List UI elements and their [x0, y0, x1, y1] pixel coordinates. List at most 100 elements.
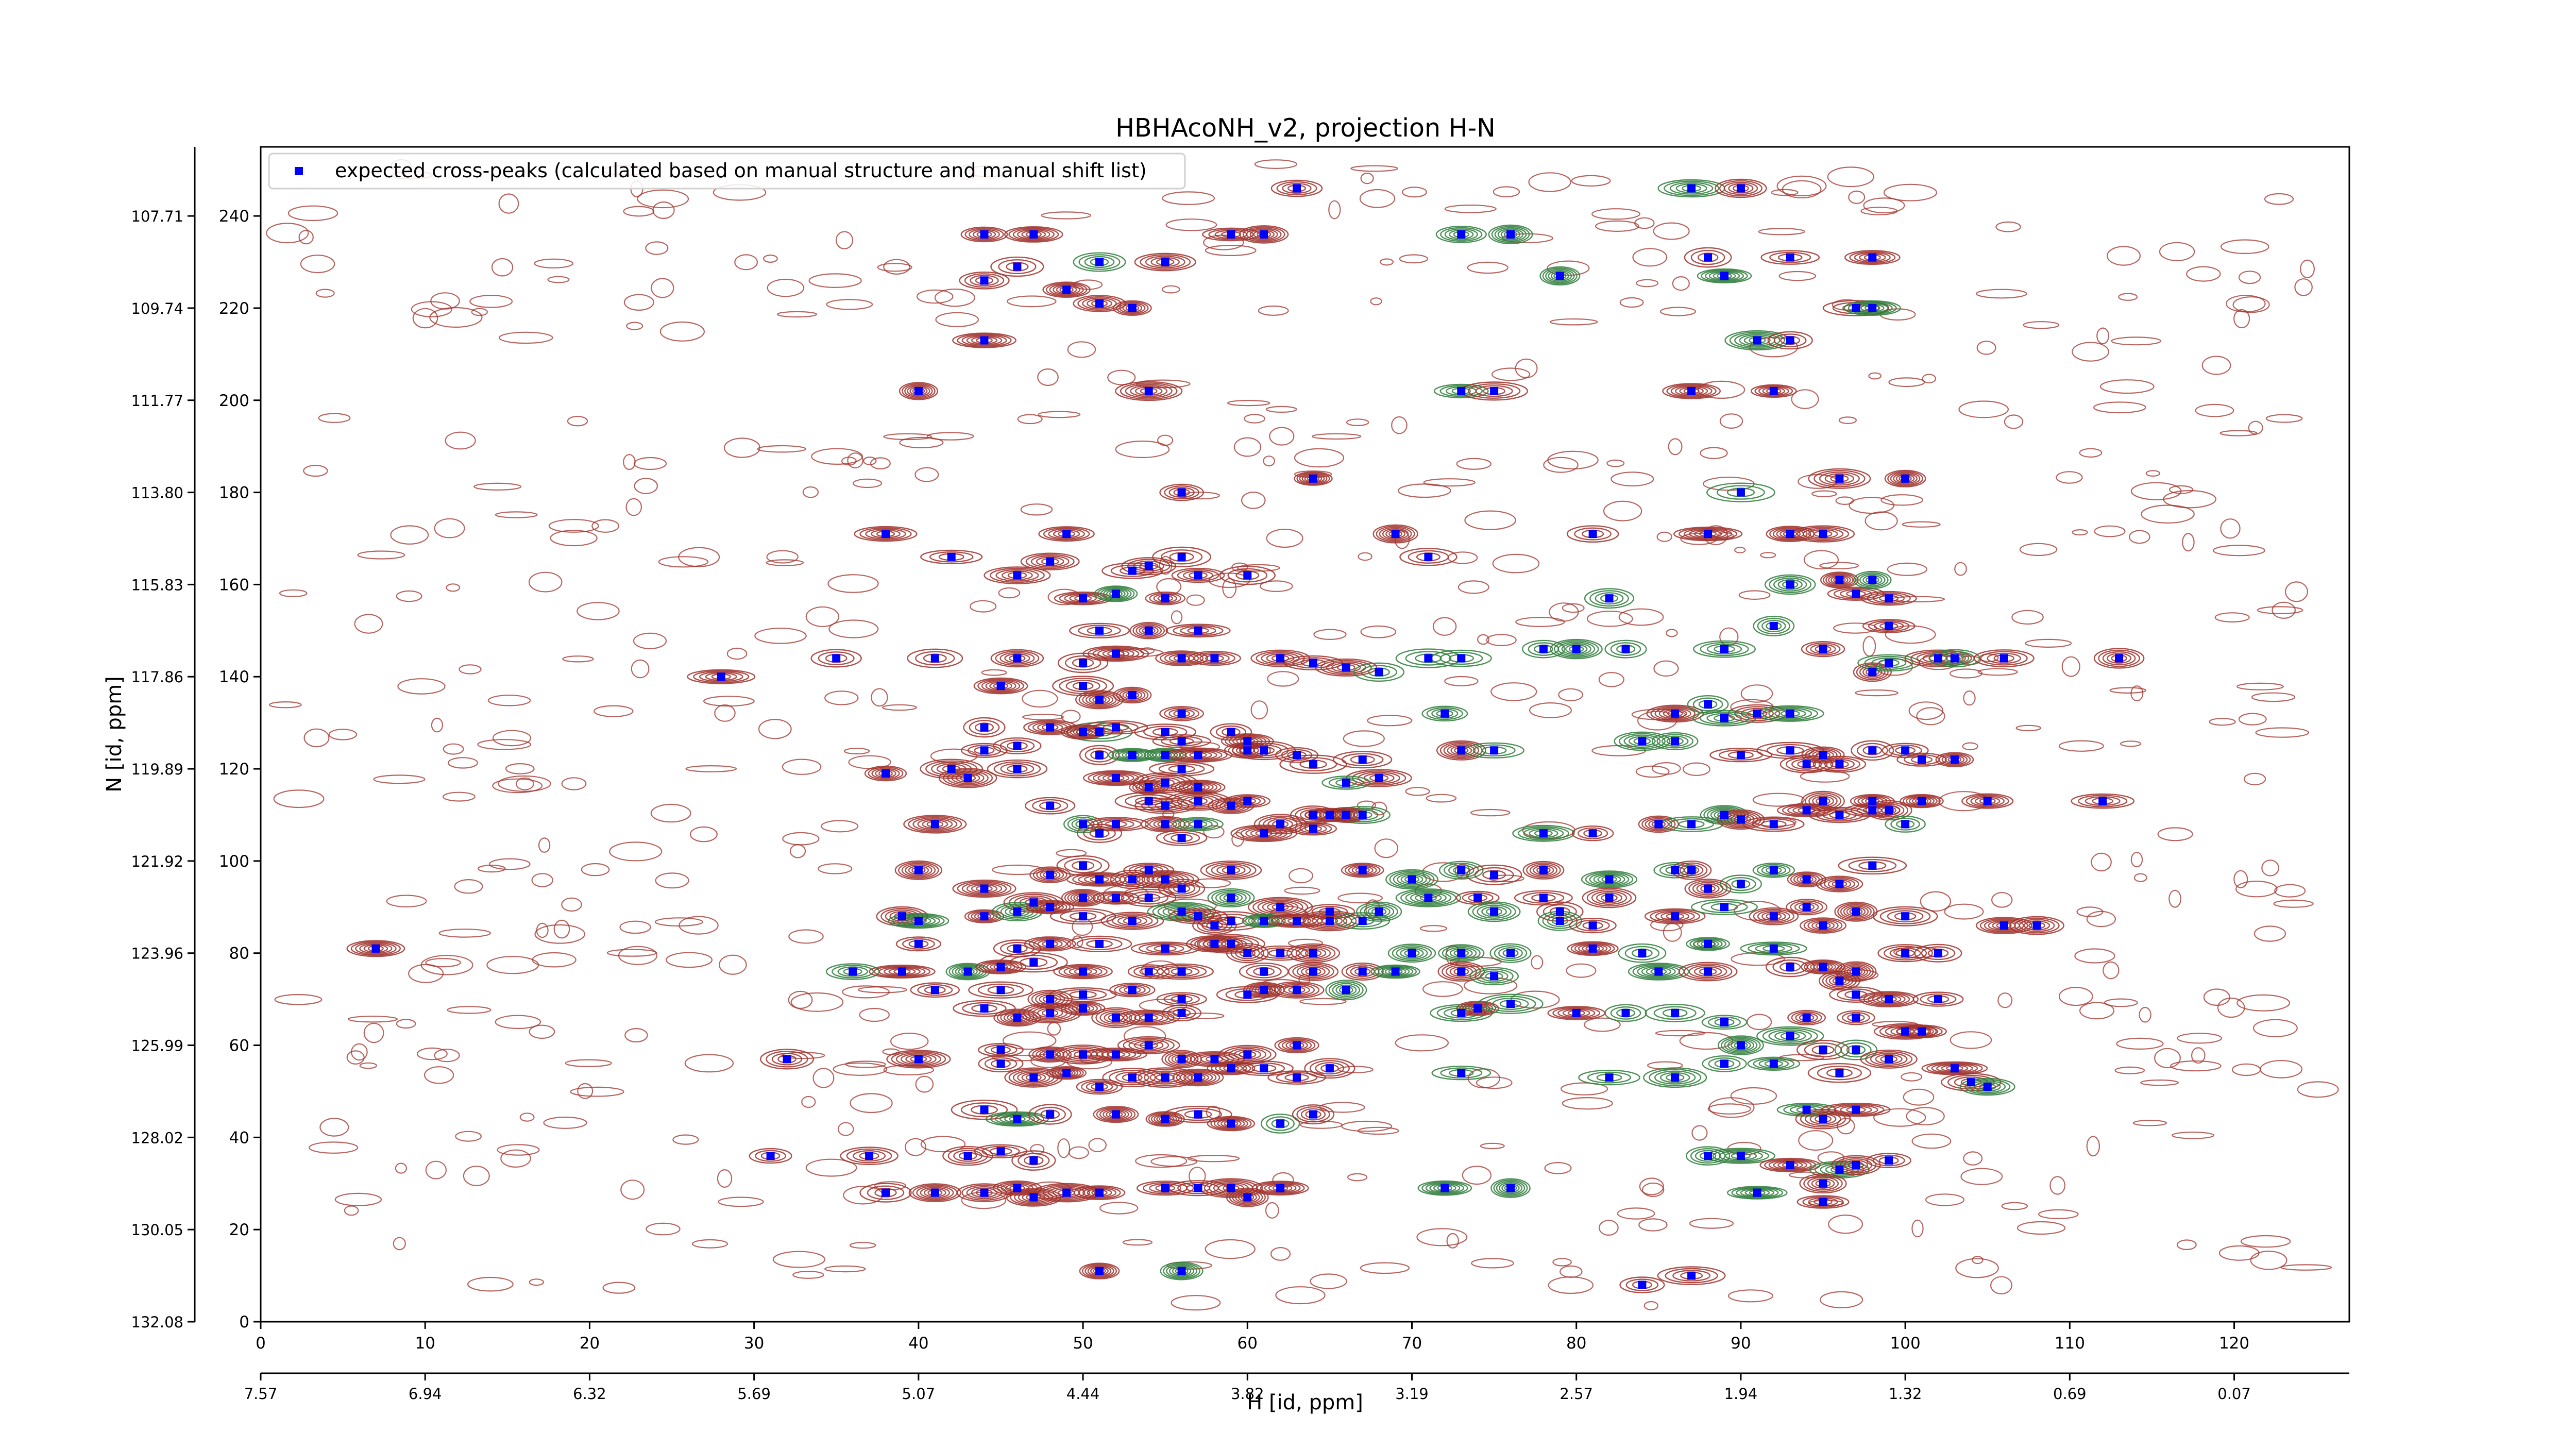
expected-peak-point	[1177, 1055, 1186, 1064]
peak-contour	[1786, 899, 1828, 916]
noise-contour	[1656, 531, 1672, 542]
peak-contour	[1379, 527, 1412, 541]
peak-contour	[1211, 1062, 1251, 1074]
peak-contour	[1036, 1049, 1065, 1060]
peak-contour	[1973, 649, 2035, 667]
noise-contour	[1159, 555, 1173, 575]
peak-contour	[1282, 183, 1312, 194]
noise-contour	[883, 259, 910, 275]
noise-contour	[2049, 1176, 2065, 1195]
peak-contour	[1885, 815, 1926, 833]
peak-contour	[1417, 1180, 1472, 1196]
noise-contour	[899, 436, 944, 449]
expected-peak-point	[963, 967, 972, 976]
expected-peak-point	[1605, 875, 1614, 884]
noise-contour	[623, 206, 655, 217]
peak-contour	[917, 818, 953, 830]
peak-contour	[1257, 899, 1303, 915]
peak-contour	[1114, 871, 1150, 887]
noise-contour	[1617, 1207, 1655, 1220]
noise-contour	[1337, 1066, 1374, 1073]
peak-contour	[1929, 649, 1980, 668]
noise-contour	[287, 205, 338, 221]
peak-contour	[1859, 574, 1886, 586]
noise-contour	[2171, 1132, 2215, 1139]
peak-contour	[1083, 720, 1148, 735]
peak-contour	[1803, 918, 1843, 933]
expected-peak-point	[1638, 737, 1647, 746]
noise-contour	[1747, 1014, 1772, 1031]
y-tick-label: 40	[229, 1128, 249, 1147]
expected-peak-point	[882, 530, 890, 538]
peak-contour	[1797, 526, 1850, 542]
noise-contour	[1848, 190, 1866, 204]
expected-peak-point	[1144, 562, 1153, 570]
ppm-y-tick-label: 125.99	[131, 1037, 183, 1055]
expected-peak-point	[980, 276, 989, 285]
expected-peak-point	[1111, 773, 1120, 782]
expected-peak-point	[1457, 866, 1466, 874]
noise-contour	[835, 231, 854, 249]
noise-contour	[303, 465, 328, 477]
noise-contour	[1632, 248, 1668, 267]
peak-contour	[1553, 640, 1599, 658]
noise-contour	[734, 254, 758, 271]
noise-contour	[2177, 1033, 2223, 1044]
expected-peak-point	[1786, 530, 1794, 538]
noise-contour	[1250, 700, 1268, 720]
peak-contour	[1747, 1056, 1801, 1071]
peak-contour	[1164, 1105, 1232, 1123]
noise-contour	[1370, 297, 1382, 306]
peak-contour	[1693, 938, 1723, 949]
peak-contour	[1017, 1071, 1050, 1084]
peak-contour	[1396, 946, 1428, 960]
noise-contour	[1880, 494, 1924, 506]
peak-contour	[968, 981, 1033, 999]
noise-contour	[1760, 552, 1776, 559]
peak-contour	[1040, 1109, 1060, 1120]
peak-contour	[1437, 962, 1485, 982]
noise-contour	[1707, 1103, 1751, 1115]
ppm-y-tick-label: 132.08	[131, 1313, 183, 1331]
expected-peak-point	[980, 230, 989, 239]
noise-contour	[665, 952, 713, 968]
ppm-x-tick-label: 0.07	[2217, 1385, 2251, 1403]
expected-peak-point	[1819, 751, 1827, 760]
peak-contour	[1469, 967, 1519, 986]
noise-contour	[567, 416, 588, 427]
peak-contour	[1494, 945, 1528, 961]
peak-contour	[1645, 1004, 1705, 1022]
expected-peak-point	[1243, 571, 1252, 580]
peak-contour	[1129, 891, 1168, 905]
noise-contour	[1560, 1265, 1583, 1278]
peak-contour	[1522, 861, 1565, 880]
peak-contour	[1032, 799, 1069, 813]
noise-contour	[672, 1134, 699, 1145]
expected-peak-point	[980, 1004, 989, 1013]
peak-contour	[1143, 1070, 1187, 1085]
peak-contour	[1049, 1067, 1084, 1079]
noise-contour	[843, 748, 870, 755]
noise-contour	[373, 774, 426, 784]
noise-contour	[2114, 1066, 2145, 1074]
noise-contour	[845, 1060, 886, 1068]
noise-contour	[634, 478, 658, 494]
noise-contour	[1598, 1220, 1619, 1236]
peak-contour	[1037, 1008, 1063, 1018]
noise-contour	[1446, 1233, 1459, 1249]
peak-contour	[837, 966, 868, 977]
peak-contour	[1809, 1160, 1870, 1178]
noise-contour	[2130, 482, 2182, 500]
noise-contour	[652, 201, 675, 220]
peak-contour	[1246, 983, 1282, 997]
expected-peak-point	[1588, 944, 1597, 953]
noise-contour	[684, 1054, 734, 1073]
expected-peak-point	[1885, 659, 1893, 667]
peak-contour	[1884, 469, 1926, 487]
peak-contour	[1242, 914, 1286, 928]
noise-contour	[1958, 400, 2009, 418]
expected-peak-point	[1260, 829, 1268, 838]
peak-contour	[1851, 740, 1894, 761]
peak-contour	[1725, 877, 1756, 891]
peak-contour	[1200, 861, 1262, 880]
